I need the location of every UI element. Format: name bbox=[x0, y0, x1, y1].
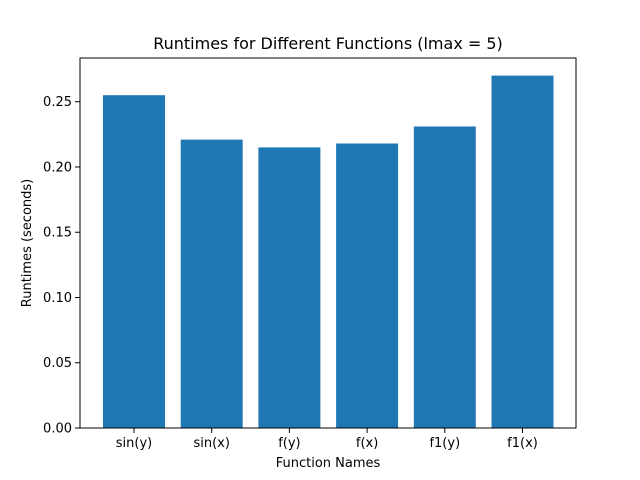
x-tick-label: f1(x) bbox=[507, 436, 538, 451]
bar-f(y) bbox=[258, 147, 321, 428]
x-tick-label: f(x) bbox=[356, 436, 378, 451]
x-tick-label: sin(y) bbox=[116, 436, 152, 451]
chart-title: Runtimes for Different Functions (lmax =… bbox=[153, 34, 503, 53]
bar-sin(x) bbox=[180, 139, 243, 428]
y-axis-ticks: 0.00 0.05 0.10 0.15 0.20 0.25 bbox=[43, 95, 80, 437]
y-tick-label: 0.05 bbox=[43, 356, 72, 371]
bar-f1(x) bbox=[491, 75, 554, 428]
bars-group bbox=[103, 75, 554, 428]
bar-f(x) bbox=[336, 143, 399, 428]
x-axis-label: Function Names bbox=[276, 456, 381, 471]
x-tick-label: sin(x) bbox=[193, 436, 229, 451]
y-tick-label: 0.25 bbox=[43, 95, 72, 110]
x-axis-ticks: sin(y) sin(x) f(y) f(x) f1(y) f1(x) bbox=[116, 428, 538, 451]
bar-sin(y) bbox=[103, 95, 165, 428]
bar-f1(y) bbox=[413, 126, 476, 428]
y-tick-label: 0.20 bbox=[43, 160, 72, 175]
y-tick-label: 0.00 bbox=[43, 422, 72, 437]
y-tick-label: 0.15 bbox=[43, 226, 72, 241]
y-tick-label: 0.10 bbox=[43, 291, 72, 306]
y-axis-label: Runtimes (seconds) bbox=[20, 179, 35, 307]
x-tick-label: f1(y) bbox=[429, 436, 460, 451]
x-tick-label: f(y) bbox=[278, 436, 300, 451]
plot-area-frame bbox=[79, 57, 577, 429]
